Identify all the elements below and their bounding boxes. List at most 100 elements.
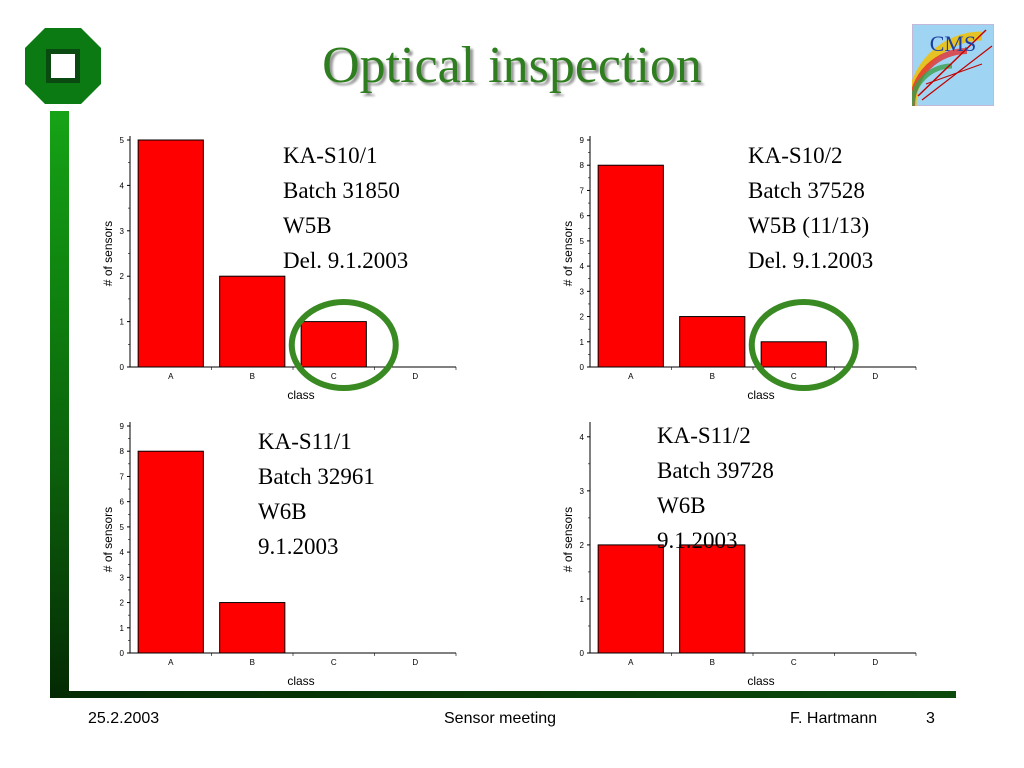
highlight-ring [288, 299, 399, 391]
x-tick-label: A [168, 658, 174, 667]
footer-date: 25.2.2003 [88, 710, 160, 727]
y-tick-label: 4 [120, 181, 125, 190]
info-panel-2: KA-S10/2 Batch 37528 W5B (11/13) Del. 9.… [748, 138, 873, 278]
highlight-ring [748, 299, 859, 391]
bar-B [219, 275, 286, 368]
bar-C [760, 341, 827, 368]
y-axis-title: # of sensors [101, 507, 115, 572]
y-axis-title: # of sensors [561, 221, 575, 286]
y-tick-label: 2 [120, 272, 125, 281]
delivery-date: Del. 9.1.2003 [283, 248, 409, 273]
sensor-id: KA-S11/2 [657, 423, 751, 448]
info-panel-4: KA-S11/2 Batch 39728 W6B 9.1.2003 [657, 418, 774, 558]
batch-number: Batch 32961 [258, 464, 375, 489]
x-tick-label: C [331, 658, 337, 667]
y-tick-label: 5 [120, 136, 125, 145]
x-axis-title: class [287, 674, 314, 688]
y-tick-label: 6 [120, 498, 125, 507]
delivery-date: Del. 9.1.2003 [748, 248, 874, 273]
x-tick-label: C [331, 372, 337, 381]
wafer-type: W5B [283, 213, 332, 238]
y-tick-label: 9 [120, 422, 125, 431]
y-tick-label: 9 [580, 136, 585, 145]
bar-A [137, 450, 204, 654]
y-tick-label: 2 [580, 541, 585, 550]
wafer-type: W5B (11/13) [748, 213, 870, 238]
x-tick-label: D [872, 372, 878, 381]
info-panel-1: KA-S10/1 Batch 31850 W5B Del. 9.1.2003 [283, 138, 408, 278]
x-tick-label: B [710, 372, 715, 381]
x-tick-label: D [872, 658, 878, 667]
y-tick-label: 0 [120, 363, 125, 372]
bar-A [597, 164, 664, 368]
bar-B [679, 544, 746, 654]
batch-number: Batch 39728 [657, 458, 774, 483]
y-tick-label: 5 [580, 237, 585, 246]
y-axis-title: # of sensors [101, 221, 115, 286]
x-tick-label: B [250, 372, 255, 381]
x-tick-label: C [791, 372, 797, 381]
x-axis-title: class [287, 388, 314, 402]
y-tick-label: 0 [120, 649, 125, 658]
y-tick-label: 0 [580, 649, 585, 658]
x-tick-label: A [628, 372, 634, 381]
x-tick-label: B [250, 658, 255, 667]
y-tick-label: 8 [580, 161, 585, 170]
delivery-date: 9.1.2003 [258, 534, 339, 559]
y-tick-label: 1 [120, 318, 125, 327]
x-axis-title: class [747, 674, 774, 688]
y-axis-title: # of sensors [561, 507, 575, 572]
frame-vertical-bar [50, 111, 69, 697]
batch-number: Batch 37528 [748, 178, 865, 203]
slide-title: Optical inspection [322, 37, 702, 94]
y-tick-label: 2 [580, 313, 585, 322]
footer-meeting: Sensor meeting [444, 710, 557, 727]
x-tick-label: C [791, 658, 797, 667]
bar-C [300, 321, 367, 368]
x-tick-label: D [412, 372, 418, 381]
wafer-type: W6B [657, 493, 706, 518]
y-tick-label: 3 [120, 227, 125, 236]
x-axis-title: class [747, 388, 774, 402]
sensor-id: KA-S11/1 [258, 429, 352, 454]
y-tick-label: 4 [580, 262, 585, 271]
y-tick-label: 7 [120, 472, 125, 481]
y-tick-label: 4 [580, 433, 585, 442]
sensor-id: KA-S10/2 [748, 143, 843, 168]
bar-A [137, 139, 204, 368]
bar-A [597, 544, 664, 654]
university-logo-icon [25, 28, 101, 104]
y-tick-label: 1 [580, 338, 585, 347]
delivery-date: 9.1.2003 [657, 528, 738, 553]
frame-horizontal-bar [50, 691, 956, 698]
y-tick-label: 6 [580, 212, 585, 221]
bar-B [679, 316, 746, 368]
y-tick-label: 3 [580, 287, 585, 296]
x-tick-label: B [710, 658, 715, 667]
y-tick-label: 2 [120, 599, 125, 608]
y-tick-label: 1 [580, 595, 585, 604]
bar-B [219, 602, 286, 654]
footer-page-number: 3 [926, 710, 935, 727]
footer-author: F. Hartmann [790, 710, 878, 727]
x-tick-label: A [628, 658, 634, 667]
y-tick-label: 1 [120, 624, 125, 633]
y-tick-label: 3 [580, 487, 585, 496]
wafer-type: W6B [258, 499, 307, 524]
y-tick-label: 7 [580, 186, 585, 195]
x-tick-label: D [412, 658, 418, 667]
y-tick-label: 8 [120, 447, 125, 456]
y-tick-label: 5 [120, 523, 125, 532]
cms-logo-text: CMS [930, 31, 976, 56]
y-tick-label: 0 [580, 363, 585, 372]
info-panel-3: KA-S11/1 Batch 32961 W6B 9.1.2003 [258, 424, 375, 564]
cms-logo-icon: CMS [912, 24, 994, 106]
x-tick-label: A [168, 372, 174, 381]
y-tick-label: 3 [120, 573, 125, 582]
